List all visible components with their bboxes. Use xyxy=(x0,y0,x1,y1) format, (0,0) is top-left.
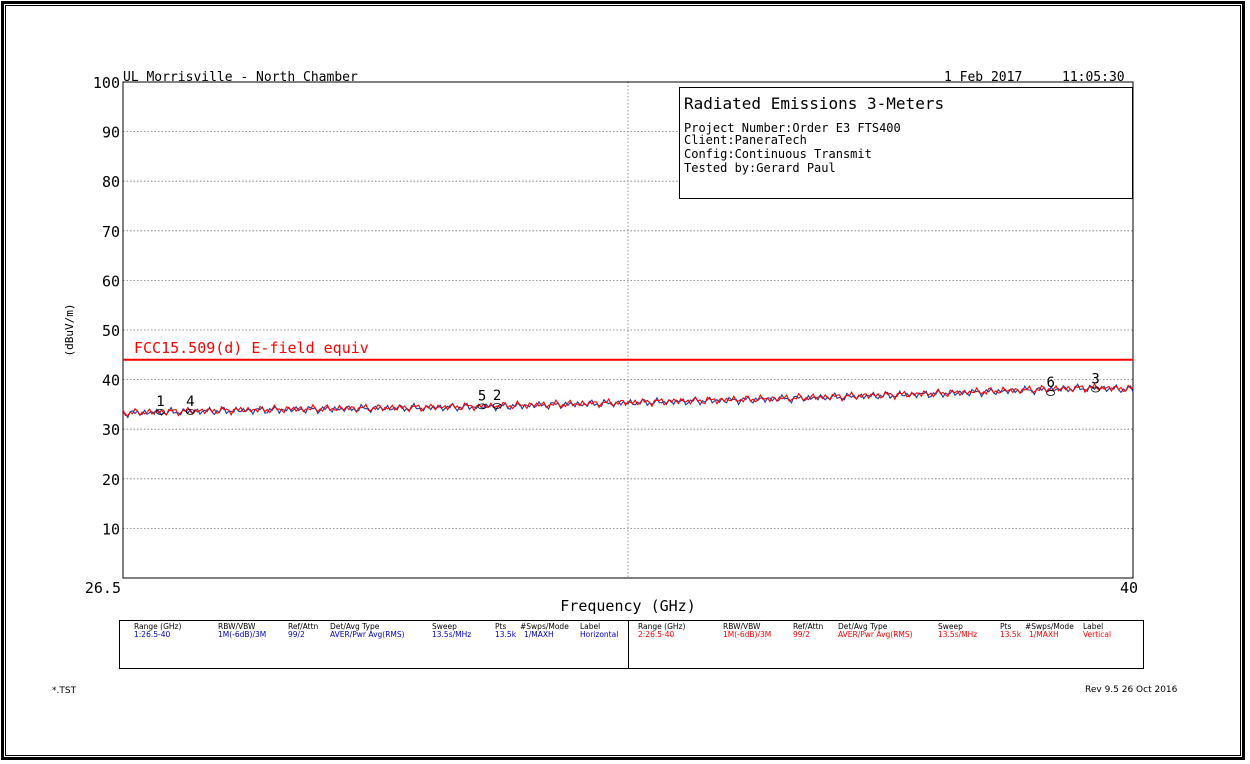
info-client: Client:PaneraTech xyxy=(684,133,807,147)
inner-frame xyxy=(5,5,1241,756)
y-tick-label: 70 xyxy=(102,223,120,241)
plot-area xyxy=(122,81,1134,579)
peak-marker-label: 1 xyxy=(156,394,164,410)
y-tick-label: 10 xyxy=(102,520,120,538)
limit-line-label: FCC15.509(d) E-field equiv xyxy=(134,339,369,357)
trace-line xyxy=(122,382,1134,417)
test-time: 11:05:30 xyxy=(1062,70,1125,85)
legend-row2-range: 2:26.5-40 xyxy=(638,630,675,639)
legend-header-det-2: Det/Avg Type xyxy=(838,622,888,631)
info-box: Radiated Emissions 3-Meters Project Numb… xyxy=(679,87,1133,199)
legend-header-range: Range (GHz) xyxy=(134,622,182,631)
y-axis-label: (dBuV/m) xyxy=(63,304,76,357)
peak-marker xyxy=(492,402,502,409)
peak-marker-label: 2 xyxy=(493,388,501,404)
legend-row1-sweep: 13.5s/MHz xyxy=(432,630,472,639)
y-tick-label: 80 xyxy=(102,173,120,191)
peak-marker-label: 3 xyxy=(1091,372,1099,388)
legend-header-sweep: Sweep xyxy=(432,622,457,631)
footer-file: *.TST xyxy=(52,686,77,696)
y-tick-label: 90 xyxy=(102,124,120,142)
peak-marker xyxy=(1091,386,1100,393)
peak-marker xyxy=(477,403,487,410)
y-tick-label: 40 xyxy=(102,372,120,390)
legend-row1-det: AVER/Pwr Avg(RMS) xyxy=(330,630,405,639)
y-tick-label: 100 xyxy=(93,74,120,92)
legend-row2-sweep: 13.5s/MHz xyxy=(938,630,978,639)
footer-revision: Rev 9.5 26 Oct 2016 xyxy=(1085,685,1178,695)
legend-header-sweep-2: Sweep xyxy=(938,622,963,631)
peak-marker-label: 6 xyxy=(1046,375,1054,391)
legend-row2-det: AVER/Pwr Avg(RMS) xyxy=(838,630,913,639)
legend-divider xyxy=(628,621,629,668)
legend-row1-swps: 1/MAXH xyxy=(524,630,554,639)
info-project: Project Number:Order E3 FTS400 xyxy=(684,121,901,135)
peak-marker xyxy=(185,408,195,415)
y-tick-label: 20 xyxy=(102,471,120,489)
legend-row1-rbw: 1M(-6dB)/3M xyxy=(218,630,267,639)
legend-header-det: Det/Avg Type xyxy=(330,622,380,631)
trace-line xyxy=(122,383,1134,419)
legend-header-swps-2: #Swps/Mode xyxy=(1025,622,1074,631)
legend-header-swps: #Swps/Mode xyxy=(520,622,569,631)
legend-row2-pts: 13.5k xyxy=(1000,630,1022,639)
x-tick-label: 40 xyxy=(1120,579,1138,597)
legend-row2-swps: 1/MAXH xyxy=(1029,630,1059,639)
legend-row2-ref: 99/2 xyxy=(793,630,810,639)
legend-row1-range: 1:26.5-40 xyxy=(134,630,171,639)
legend-row1-ref: 99/2 xyxy=(288,630,305,639)
legend-row2-label: Vertical xyxy=(1083,630,1112,639)
legend-header-pts-2: Pts xyxy=(1000,622,1012,631)
legend-header-ref-2: Ref/Attn xyxy=(793,622,824,631)
y-tick-label: 50 xyxy=(102,322,120,340)
y-tick-label: 60 xyxy=(102,272,120,290)
trace-legend-table: Range (GHz) RBW/VBW Ref/Attn Det/Avg Typ… xyxy=(119,620,1144,669)
peak-marker-label: 5 xyxy=(478,388,486,404)
legend-row1-label: Horizontal xyxy=(580,630,619,639)
legend-header-range-2: Range (GHz) xyxy=(638,622,686,631)
legend-header-rbw-2: RBW/VBW xyxy=(723,622,761,631)
peak-marker xyxy=(156,408,165,415)
info-config: Config:Continuous Transmit xyxy=(684,147,872,161)
legend-header-rbw: RBW/VBW xyxy=(218,622,256,631)
site-name: UL Morrisville - North Chamber xyxy=(123,70,358,85)
legend-header-pts: Pts xyxy=(495,622,507,631)
legend-header-ref: Ref/Attn xyxy=(288,622,319,631)
info-title: Radiated Emissions 3-Meters xyxy=(684,94,945,113)
peak-marker xyxy=(1046,390,1056,396)
test-date: 1 Feb 2017 xyxy=(944,70,1023,85)
legend-row1-pts: 13.5k xyxy=(495,630,517,639)
x-tick-label: 26.5 xyxy=(85,579,121,597)
info-tested-by: Tested by:Gerard Paul xyxy=(684,161,836,175)
x-axis-label: Frequency (GHz) xyxy=(560,597,695,615)
y-tick-label: 30 xyxy=(102,421,120,439)
legend-header-label-2: Label xyxy=(1083,622,1104,631)
legend-header-label: Label xyxy=(580,622,601,631)
legend-row2-rbw: 1M(-6dB)/3M xyxy=(723,630,772,639)
peak-marker-label: 4 xyxy=(186,394,194,410)
